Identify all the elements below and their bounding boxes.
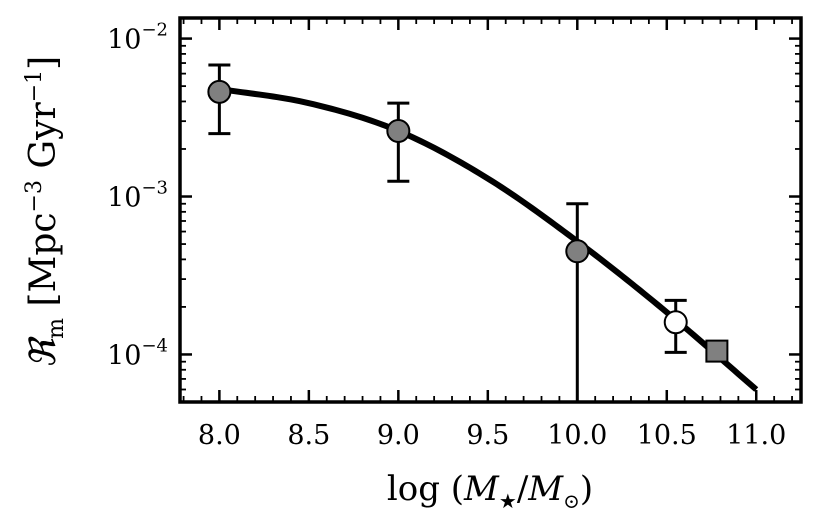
errorbar-layer	[208, 63, 728, 402]
data-point	[386, 118, 411, 143]
x-tick-label: 10.5	[637, 420, 697, 451]
tick-layer: 8.0 8.5 9.0 9.5 10.0 10.5 11.0 10−2 10−3 10−4	[107, 18, 801, 451]
x-tick-label: 11.0	[726, 420, 786, 451]
x-tick-label: 8.5	[287, 420, 330, 451]
x-tick-label: 9.5	[466, 420, 509, 451]
x-tick-label: 8.0	[198, 420, 241, 451]
data-point-open	[663, 310, 688, 335]
fit-curve	[218, 85, 759, 392]
y-tick-label: 10−4	[107, 335, 168, 371]
point-layer	[207, 79, 729, 363]
y-axis-title: ℜm [Mpc−3 Gyr−1]	[22, 56, 69, 368]
fit-layer	[218, 85, 759, 392]
svg-text:ℜm [Mpc−3 Gyr−1]: ℜm [Mpc−3 Gyr−1]	[22, 56, 69, 368]
x-tick-label: 9.0	[377, 420, 420, 451]
data-point	[565, 239, 590, 264]
x-axis-title: log (M★/M⊙)	[387, 469, 593, 513]
x-tick-label: 10.0	[547, 420, 607, 451]
data-point	[207, 79, 232, 104]
y-tick-label: 10−3	[107, 178, 168, 214]
data-point-square	[705, 339, 729, 363]
y-tick-label: 10−2	[107, 20, 168, 56]
y-axis-symbol: ℜ	[23, 335, 64, 368]
plot-frame	[178, 16, 803, 404]
y-axis-subscript: m	[44, 318, 69, 339]
